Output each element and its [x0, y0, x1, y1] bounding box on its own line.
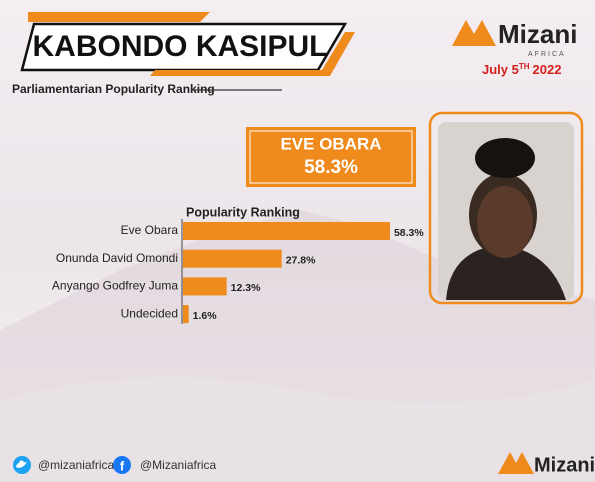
- facebook-icon: [113, 456, 131, 474]
- category-label: Eve Obara: [121, 223, 179, 237]
- value-label: 12.3%: [231, 282, 261, 294]
- mist: [0, 377, 595, 482]
- chart-title: Popularity Ranking: [186, 205, 300, 219]
- value-label: 27.8%: [286, 254, 316, 266]
- category-label: Onunda David Omondi: [56, 251, 178, 265]
- bar: [183, 277, 227, 296]
- value-label: 58.3%: [394, 227, 424, 239]
- facebook-handle: @Mizaniafrica: [140, 458, 217, 472]
- twitter-icon: [16, 460, 27, 468]
- photo-figure: [446, 245, 566, 300]
- category-label: Undecided: [121, 306, 178, 320]
- leader-box-border: [249, 130, 413, 184]
- category-label: Anyango Godfrey Juma: [52, 279, 178, 293]
- bar: [183, 222, 390, 240]
- photo-frame: [428, 111, 584, 305]
- photo-figure: [475, 138, 535, 178]
- leader-name: EVE OBARA: [280, 134, 381, 153]
- twitter-handle: @mizaniafrica: [38, 458, 115, 472]
- photo-figure: [477, 186, 533, 258]
- banner-stripe: [150, 32, 355, 76]
- logo-mark: [498, 452, 534, 474]
- logo-tagline: AFRICA: [528, 51, 566, 58]
- date-suffix: TH: [519, 62, 530, 71]
- bar: [183, 249, 282, 268]
- bar-chart: Popularity Ranking Eve Obara 58.3% Onunda …: [52, 205, 424, 324]
- footer-logo: Mizani: [534, 454, 595, 476]
- logo-name: Mizani: [498, 19, 577, 49]
- facebook-icon: f: [120, 458, 125, 473]
- date: July 5TH 2022: [482, 62, 561, 77]
- bar: [183, 305, 189, 324]
- subtitle: Parliamentarian Popularity Ranking: [12, 82, 215, 96]
- value-label: 1.6%: [193, 310, 218, 322]
- date-day: July 5: [482, 62, 519, 77]
- leader-box: [246, 127, 416, 187]
- date-year: 2022: [533, 62, 562, 77]
- logo-mark: [452, 20, 496, 46]
- title: KABONDO KASIPUL: [32, 30, 327, 63]
- banner-stripe: [28, 12, 210, 22]
- leader-share: 58.3%: [304, 157, 358, 178]
